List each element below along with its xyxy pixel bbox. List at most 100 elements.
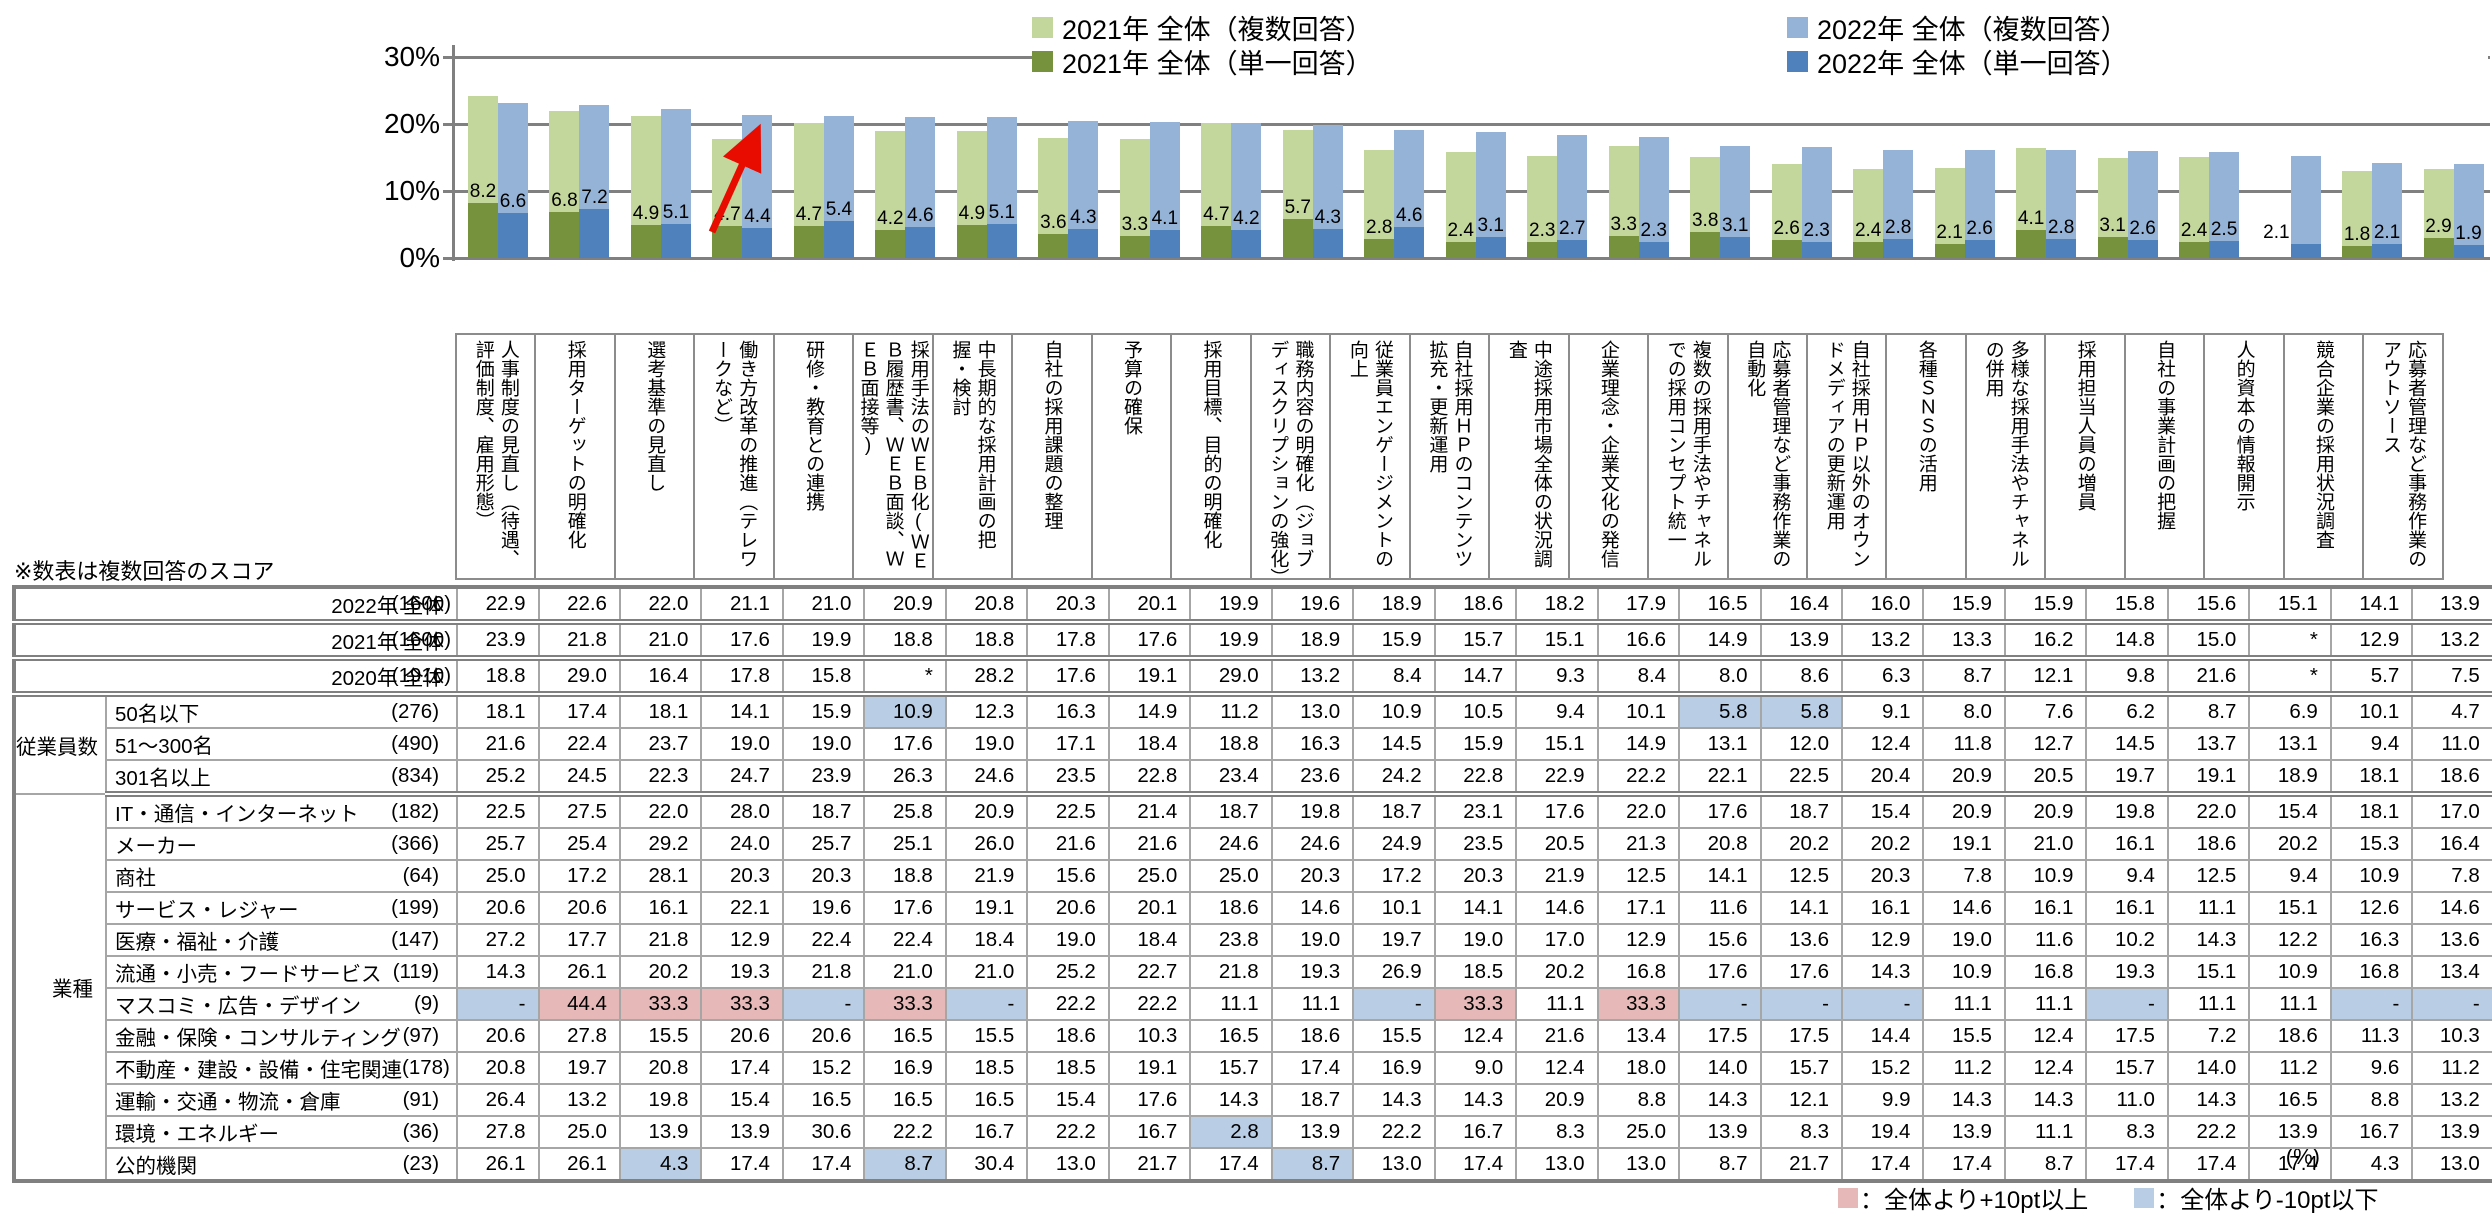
data-cell: 20.9: [1515, 1083, 1599, 1117]
data-cell: 17.4: [700, 1147, 784, 1182]
data-cell: 17.6: [1678, 955, 1762, 989]
data-cell: 11.6: [1678, 891, 1762, 925]
data-cell: 18.9: [1352, 586, 1436, 625]
data-cell: 17.5: [1678, 1019, 1762, 1053]
data-cell: 25.2: [456, 759, 540, 797]
data-cell: 16.2: [2003, 621, 2088, 661]
bar-2021-multi: [1934, 168, 1965, 258]
data-cell: 22.7: [1107, 955, 1192, 989]
data-cell: 17.6: [700, 621, 784, 661]
data-cell: 14.3: [1189, 1083, 1273, 1117]
threshold-legend-plus: ：全体より+10pt以上: [1838, 1180, 2088, 1215]
bar-value-label: 2.8: [2047, 217, 2075, 239]
data-cell: 25.0: [456, 859, 540, 893]
data-cell: 14.9: [1678, 621, 1762, 661]
bar-2022-multi: [1475, 132, 1506, 258]
data-cell: 18.5: [1026, 1051, 1110, 1085]
data-cell: 11.1: [2003, 1115, 2088, 1149]
data-cell: 8.4: [1352, 657, 1436, 697]
data-cell: 14.7: [1433, 657, 1518, 697]
data-cell: 14.3: [1352, 1083, 1436, 1117]
bar-2021-single: [1119, 235, 1150, 258]
data-cell: 15.8: [781, 657, 866, 697]
data-cell: 11.0: [2411, 727, 2492, 761]
data-cell: 16.8: [2329, 955, 2414, 989]
data-cell: 11.2: [1189, 693, 1273, 729]
bar-2022-single: [1720, 237, 1751, 258]
data-cell: 5.7: [2329, 657, 2414, 697]
bar-value-label: 4.6: [1396, 204, 1423, 226]
bar-2022-single: [1231, 229, 1262, 258]
data-cell: 13.6: [1759, 923, 1844, 957]
data-cell: 13.0: [2411, 1147, 2492, 1182]
bar-group: 2.1: [2248, 45, 2330, 258]
bar-value-label: 3.8: [1691, 210, 1719, 232]
data-cell: 21.6: [1026, 827, 1110, 861]
bar-2022-multi: [2127, 151, 2158, 258]
data-cell: 22.0: [618, 793, 703, 829]
data-cell: 17.4: [1189, 1147, 1273, 1182]
category-label: 働き方改革の推進（テレワークなど）: [693, 333, 775, 580]
bar-2021-single: [1445, 241, 1476, 258]
data-cell: 22.8: [1433, 759, 1518, 797]
bar-value-label: 4.9: [632, 202, 660, 224]
data-cell: 17.7: [537, 923, 621, 957]
data-cell: -: [1678, 987, 1762, 1021]
data-cell: 17.4: [781, 1147, 866, 1182]
data-cell: 4.7: [2411, 693, 2492, 729]
bar-2022-single: [823, 221, 854, 258]
data-cell: 15.2: [1840, 1051, 1925, 1085]
bar-value-label: 6.8: [551, 190, 578, 211]
data-cell: 15.9: [1922, 586, 2006, 625]
data-cell: 24.9: [1352, 827, 1436, 861]
bar-value-label: 2.4: [1447, 219, 1474, 241]
bar-group: 8.2 6.6: [455, 45, 537, 258]
data-cell: 13.9: [700, 1115, 784, 1149]
bar-2022-single: [660, 223, 691, 258]
data-cell: 20.6: [1026, 891, 1110, 925]
data-cell: 18.7: [1759, 793, 1844, 829]
data-cell: 7.5: [2411, 657, 2492, 697]
data-cell: 12.3: [944, 693, 1029, 729]
row-label: 金融・保険・コンサルティング (97): [104, 1019, 459, 1053]
data-cell: 11.1: [1922, 987, 2006, 1021]
bar-value-label: 2.3: [1803, 220, 1830, 242]
table-note: ※数表は複数回答のスコア: [14, 559, 275, 584]
bar-value-label: 2.6: [1966, 218, 1993, 240]
chart-legend: 2021年 全体（複数回答） 2022年 全体（複数回答） 2021年 全体（単…: [1032, 10, 2488, 79]
data-cell: 23.6: [1270, 759, 1355, 797]
data-cell: 21.8: [618, 923, 703, 957]
data-cell: 15.3: [2329, 827, 2414, 861]
data-cell: 5.8: [1678, 693, 1762, 729]
row-label: 301名以上 (834): [104, 759, 459, 797]
data-cell: 14.3: [2166, 1083, 2251, 1117]
data-cell: 15.6: [2166, 586, 2251, 625]
bar-2021-multi: [1445, 151, 1476, 258]
data-cell: 13.9: [1759, 621, 1844, 661]
bar-value-label: 4.7: [1203, 204, 1230, 226]
data-cell: 15.5: [944, 1019, 1029, 1053]
data-cell: 21.9: [944, 859, 1029, 893]
data-cell: 22.4: [863, 923, 947, 957]
table-row: 金融・保険・コンサルティング (97) 20.6 27.8 15.5 20.6 20.6 16…: [14, 1019, 2492, 1053]
data-cell: 25.8: [863, 793, 947, 829]
data-cell: 17.9: [1596, 586, 1681, 625]
data-cell: 15.8: [2085, 586, 2169, 625]
data-cell: -: [456, 987, 540, 1021]
data-cell: 7.6: [2003, 693, 2088, 729]
data-cell: 26.4: [456, 1083, 540, 1117]
data-cell: 29.2: [618, 827, 703, 861]
data-cell: 18.1: [2329, 759, 2414, 797]
data-cell: 33.3: [618, 987, 703, 1021]
data-cell: 4.3: [618, 1147, 703, 1182]
bar-group: 3.1 2.6: [2085, 45, 2167, 258]
data-cell: 26.9: [1352, 955, 1436, 989]
bar-2021-single: [2179, 241, 2210, 258]
data-cell: 23.7: [618, 727, 703, 761]
data-cell: 21.0: [781, 586, 866, 625]
data-cell: 44.4: [537, 987, 621, 1021]
data-cell: 16.1: [1840, 891, 1925, 925]
data-cell: 16.5: [863, 1083, 947, 1117]
threshold-legend: ：全体より+10pt以上 ：全体より-10pt以下: [1838, 1180, 2378, 1215]
data-cell: 24.5: [537, 759, 621, 797]
